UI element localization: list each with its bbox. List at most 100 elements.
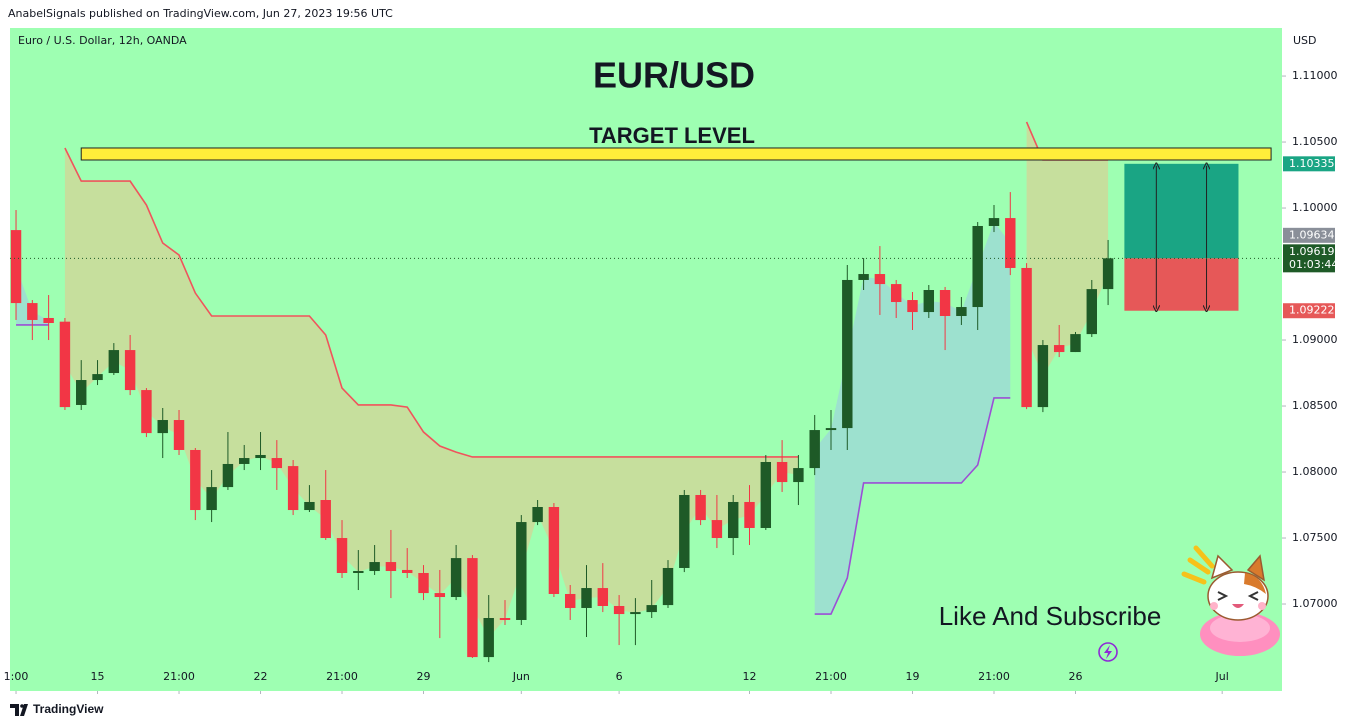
y-tick-label: 1.07500 [1292,531,1338,544]
candle-body [1102,258,1114,290]
candle-body [662,567,674,606]
candle-body [385,562,397,572]
tradingview-logo [10,704,28,716]
x-tick-label: 19 [905,670,919,683]
candle-body [76,380,87,405]
y-tick-label: 1.10500 [1292,135,1338,148]
x-tick-label: 21:00 [163,670,195,683]
candle-body [401,569,413,573]
y-tick-label: 1.08000 [1292,465,1338,478]
stop-price-label-box [1283,303,1335,319]
band-fill [64,147,799,638]
candle-body [972,225,983,308]
candle-body [467,558,478,658]
candle-body [858,274,869,280]
candle-body [255,454,266,459]
candle-body [1086,289,1098,335]
candle-body [516,522,527,620]
candle-body [613,605,625,615]
target-price-label: 1.10335 [1289,157,1335,170]
target-level [80,147,1272,161]
mark-price-label-box [1283,227,1335,243]
x-tick-label: 21:00 [326,670,358,683]
band-line [64,147,799,458]
candle-body [287,466,299,511]
candle-body [842,279,853,429]
lightning-icon[interactable] [1098,642,1118,662]
candle-body [646,605,657,613]
mark-price-label: 1.09634 [1289,228,1335,241]
x-tick-label: Jul [1215,670,1229,683]
candle-body [43,317,54,324]
annotation: Like And Subscribe [939,601,1162,631]
candle-body [124,350,136,391]
candle-body [727,501,739,539]
drawings [10,147,1282,311]
candle-body [1070,334,1081,353]
candle-body [956,307,967,317]
candle-body [27,303,38,320]
candle-body [809,430,820,469]
chart-title: EUR/USD [593,55,755,96]
candle-body [450,558,462,598]
target-price-label-box [1283,156,1335,172]
y-tick-label: 1.10000 [1292,201,1338,214]
currency: USD [1293,34,1317,47]
candle-body [923,290,935,313]
candle-body [304,501,315,511]
candle-body [434,593,446,598]
candle-body [239,458,250,464]
candle-body [695,494,706,521]
candle-body [597,588,609,606]
target-label: TARGET LEVEL [589,123,755,148]
candles [10,192,1114,663]
cat-sticker [1181,545,1280,656]
candle-body [874,274,886,285]
candle-body [581,588,592,608]
candle-body [988,218,1000,226]
candle-body [890,284,902,303]
x-tick-label: 21:00 [978,670,1010,683]
x-tick-label: 15 [91,670,105,683]
candle-body [825,428,837,431]
x-tick-label: 29 [417,670,431,683]
candle-body [10,230,22,304]
x-tick-label: Jun [512,670,530,683]
candle-body [92,374,103,381]
candle-body [173,420,185,450]
candle-body [711,520,723,539]
x-tick-label: 22 [254,670,268,683]
candle-body [483,618,494,658]
x-tick-label: 21:00 [815,670,847,683]
x-tick-label: 1:00 [4,670,29,683]
candle-body [369,562,380,572]
candle-body [222,463,234,488]
publish-header: AnabelSignals published on TradingView.c… [8,7,393,20]
candle-body [499,618,511,620]
band-fill [16,266,49,325]
candle-body [206,487,217,511]
last-price-label-box [1283,244,1335,273]
candle-body [744,501,755,528]
candle-body [157,420,168,434]
candle-body [336,538,348,573]
candle-body [1053,345,1065,353]
last-price-label: 1.09619 [1289,245,1335,258]
candle-body [353,571,364,573]
position-loss [1124,258,1239,311]
candle-body [679,494,690,568]
candle-body [59,321,71,408]
candle-body [793,468,804,483]
candle-body [1005,218,1016,268]
symbol-info: Euro / U.S. Dollar, 12h, OANDA [18,34,187,47]
candle-body [1037,345,1049,408]
candle-body [1021,267,1032,408]
candle-body [760,461,772,528]
x-tick-label: 26 [1068,670,1082,683]
candle-body [907,300,918,313]
candle-body [939,290,951,317]
candle-body [108,350,120,374]
y-tick-label: 1.07000 [1292,597,1338,610]
